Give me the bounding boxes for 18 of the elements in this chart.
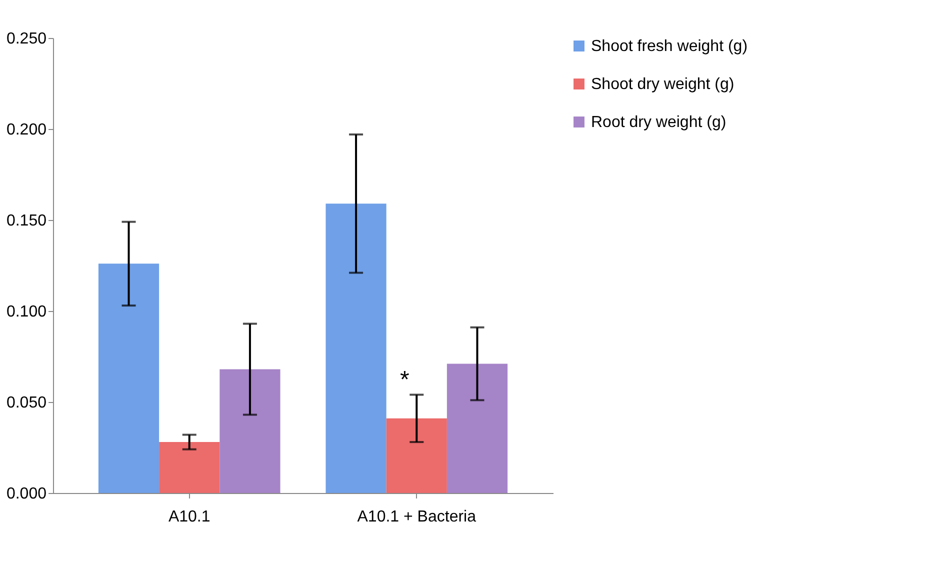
y-tick-label: 0.000 (6, 486, 47, 502)
y-tick-label: 0.150 (6, 212, 47, 230)
legend-label: Shoot dry weight (g) (591, 76, 734, 93)
y-tick-label: 0.200 (6, 122, 47, 138)
bar (446, 364, 508, 493)
legend-label: Shoot fresh weight (g) (591, 38, 748, 55)
x-tick-label: A10.1 + Bacteria (357, 508, 476, 526)
bar (159, 442, 220, 493)
bar (386, 418, 447, 493)
y-tick-label: 0.050 (6, 394, 47, 412)
y-tick-label: 0.100 (6, 304, 47, 320)
annotation: * (400, 366, 410, 394)
bar (220, 369, 280, 493)
legend-label: Root dry weight (g) (591, 114, 726, 131)
y-tick-label: 0.250 (6, 30, 47, 48)
bar (98, 264, 160, 493)
x-tick-label: A10.1 (168, 508, 210, 526)
bar (326, 204, 386, 493)
